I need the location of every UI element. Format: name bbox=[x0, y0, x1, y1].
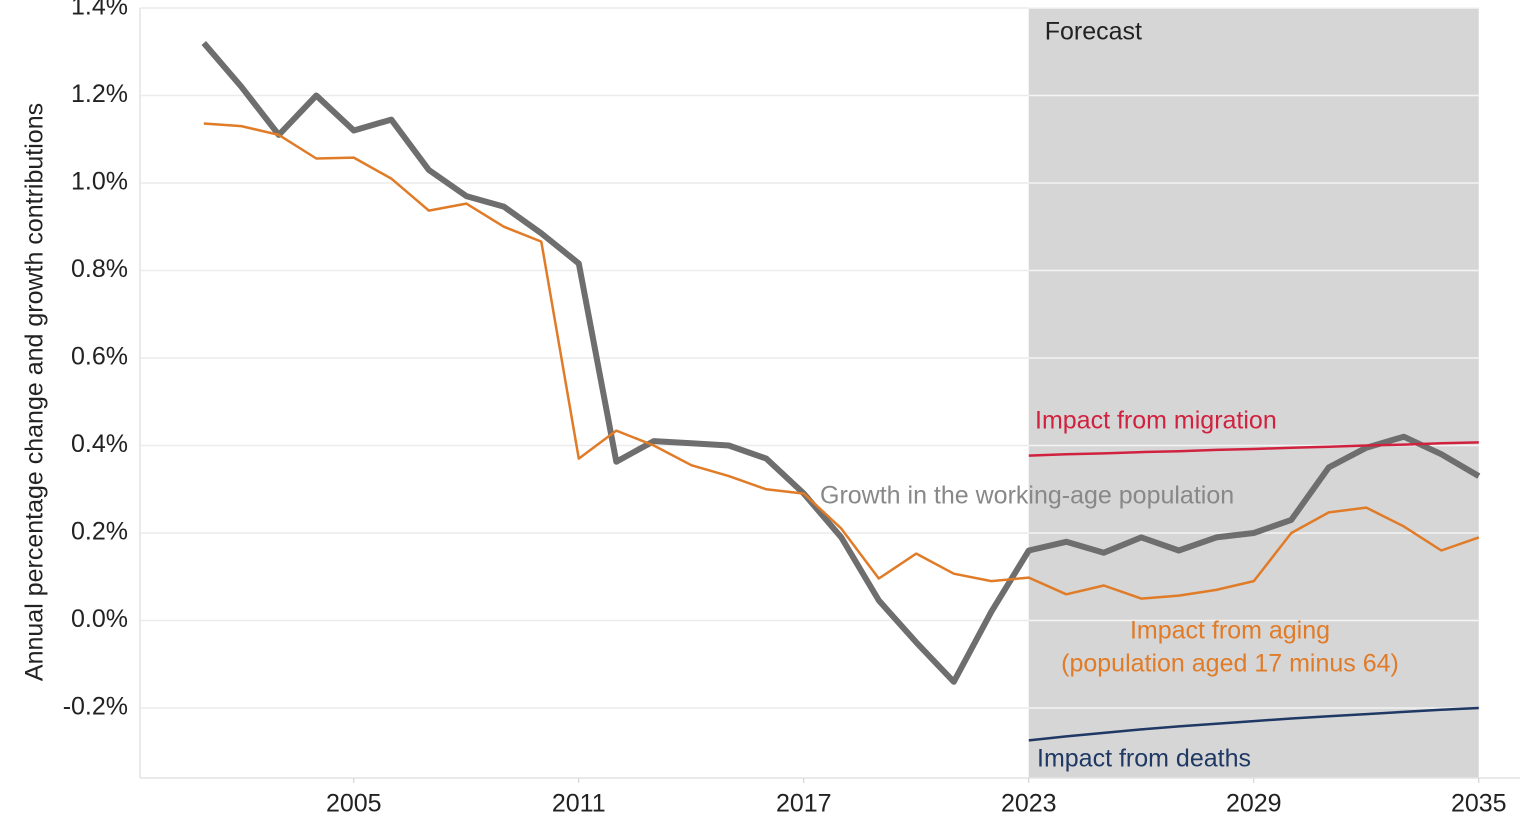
x-tick-label: 2029 bbox=[1226, 790, 1282, 818]
x-tick-label: 2023 bbox=[1001, 790, 1057, 818]
series-label: Impact from migration bbox=[1035, 407, 1277, 435]
y-tick-label: 0.0% bbox=[71, 605, 128, 633]
y-tick-label: 1.0% bbox=[71, 168, 128, 196]
y-axis-label: Annual percentage change and growth cont… bbox=[21, 103, 49, 681]
x-tick-label: 2005 bbox=[326, 790, 382, 818]
series-label: Impact from aging bbox=[1130, 617, 1330, 645]
grid-layer bbox=[139, 7, 1520, 783]
x-tick-label: 2035 bbox=[1451, 790, 1507, 818]
y-tick-label: 1.2% bbox=[71, 80, 128, 108]
forecast-region bbox=[1028, 8, 1479, 778]
labels-layer: Forecast -0.2% 0.0% 0.2% 0.4% 0.6% 0.8% 1.0% 1.2… bbox=[63, 0, 1507, 818]
y-tick-label: -0.2% bbox=[63, 693, 128, 721]
lines-layer bbox=[201, 41, 1481, 742]
series-line bbox=[201, 41, 1481, 685]
series-line bbox=[1028, 706, 1479, 742]
y-tick-label: 0.6% bbox=[71, 343, 128, 371]
forecast-label: Forecast bbox=[1045, 18, 1142, 46]
series-line bbox=[1028, 441, 1479, 457]
series-label: Growth in the working-age population bbox=[820, 482, 1234, 510]
series-label: (population aged 17 minus 64) bbox=[1061, 650, 1399, 678]
y-tick-label: 0.4% bbox=[71, 430, 128, 458]
y-tick-label: 1.4% bbox=[71, 0, 128, 21]
series-label: Impact from deaths bbox=[1037, 745, 1251, 773]
background-layer bbox=[1028, 8, 1479, 778]
series-line bbox=[203, 122, 1480, 600]
x-tick-label: 2017 bbox=[776, 790, 832, 818]
y-tick-label: 0.2% bbox=[71, 518, 128, 546]
x-tick-label: 2011 bbox=[552, 790, 606, 818]
y-tick-label: 0.8% bbox=[71, 255, 128, 283]
